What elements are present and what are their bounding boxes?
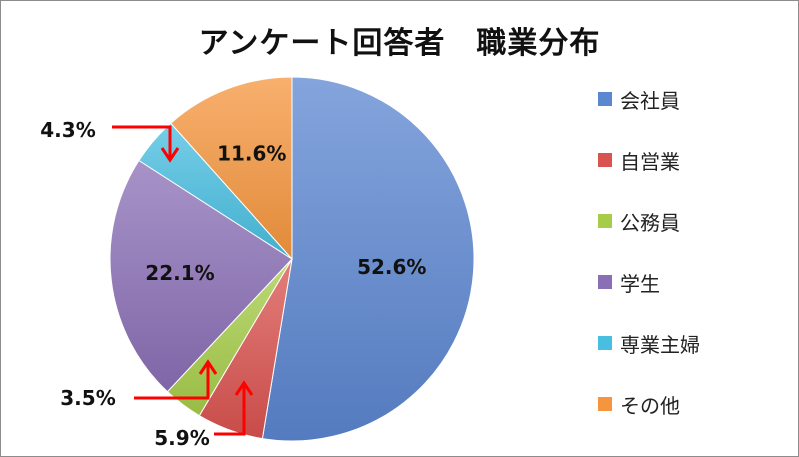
legend-item-6: その他 bbox=[598, 389, 680, 419]
arrow-senkyoshufu bbox=[112, 125, 172, 160]
legend-label: その他 bbox=[620, 393, 680, 418]
legend-label: 学生 bbox=[620, 271, 660, 296]
arrow-koumuin bbox=[134, 362, 210, 400]
legend-label: 自営業 bbox=[620, 149, 680, 174]
legend-item-4: 学生 bbox=[598, 267, 660, 297]
data-label-6: 11.6% bbox=[217, 142, 286, 166]
legend-swatch bbox=[598, 214, 612, 228]
data-label-5: 4.3% bbox=[40, 118, 95, 142]
legend-item-1: 会社員 bbox=[598, 84, 680, 114]
arrow-jieigyo bbox=[214, 383, 246, 436]
legend-item-5: 専業主婦 bbox=[598, 328, 700, 358]
legend-item-2: 自営業 bbox=[598, 145, 680, 175]
arrow-senkyoshufu-head bbox=[160, 147, 180, 163]
pie-slice-4 bbox=[109, 159, 293, 393]
legend-swatch bbox=[598, 153, 612, 167]
data-label-3: 3.5% bbox=[60, 386, 115, 410]
arrow-koumuin-head bbox=[198, 359, 218, 375]
legend-swatch bbox=[598, 275, 612, 289]
arrow-jieigyo-head bbox=[234, 380, 254, 396]
legend-swatch bbox=[598, 92, 612, 106]
chart-title: アンケート回答者 職業分布 bbox=[198, 26, 601, 61]
data-label-1: 52.6% bbox=[357, 255, 426, 279]
legend-item-3: 公務員 bbox=[598, 206, 680, 236]
legend-label: 会社員 bbox=[620, 88, 680, 113]
data-label-2: 5.9% bbox=[154, 426, 209, 450]
pie-slice-1 bbox=[261, 76, 475, 442]
legend-label: 公務員 bbox=[620, 210, 680, 235]
data-label-4: 22.1% bbox=[145, 261, 214, 285]
legend-swatch bbox=[598, 336, 612, 350]
legend-label: 専業主婦 bbox=[620, 332, 700, 357]
pie-slice-6 bbox=[170, 76, 293, 261]
legend-swatch bbox=[598, 397, 612, 411]
